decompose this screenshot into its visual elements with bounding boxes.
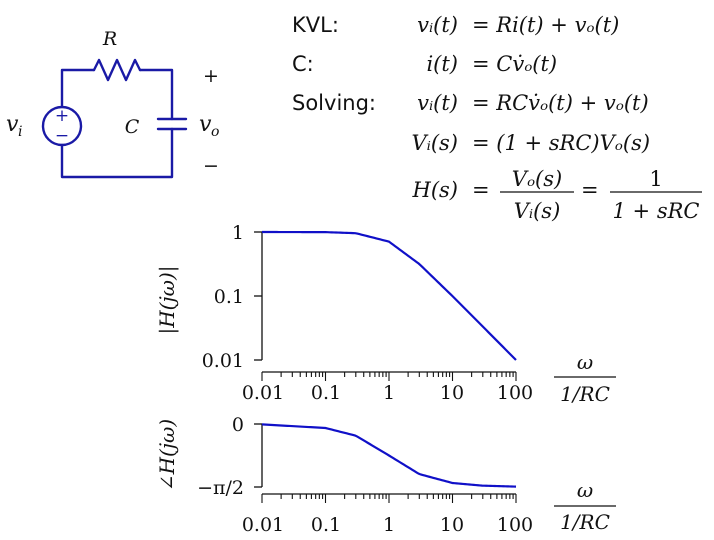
magnitude-x-unit: ω 1/RC bbox=[554, 350, 616, 406]
magnitude-xtick-label-100: 100 bbox=[497, 382, 533, 404]
voltage-source-circle bbox=[41, 105, 83, 147]
transfer-equals-1: = bbox=[472, 178, 490, 202]
magnitude-xtick-label-1: 1 bbox=[383, 382, 395, 404]
source-voltage-subscript: i bbox=[18, 124, 22, 140]
transfer-numerator-1: Vₒ(s) bbox=[512, 167, 562, 191]
magnitude-ytick-label-0.1: 0.1 bbox=[214, 286, 244, 308]
eq-row-3-rhs: = RCv̇ₒ(t) + vₒ(t) bbox=[472, 91, 649, 115]
source-minus-sign: − bbox=[55, 126, 69, 146]
transfer-function: H(s) = Vₒ(s) Vᵢ(s) = 1 1 + sRC bbox=[412, 167, 702, 223]
eq-row-2-rhs: = Cv̇ₒ(t) bbox=[472, 52, 557, 76]
phase-series-line bbox=[261, 423, 517, 488]
capacitor-label: C bbox=[125, 116, 140, 138]
magnitude-xtick-label-10: 10 bbox=[440, 382, 464, 404]
circuit-top-left-wire bbox=[60, 68, 96, 109]
phase-x-ticks bbox=[261, 494, 517, 503]
magnitude-x-ticks bbox=[261, 372, 517, 381]
magnitude-y-ticks: 1 0.1 0.01 bbox=[202, 222, 262, 372]
circuit-bottom-wire bbox=[60, 127, 174, 179]
eq-row-1-lhs: vᵢ(t) bbox=[417, 13, 458, 37]
eq-row-3-lhs: vᵢ(t) bbox=[417, 91, 458, 115]
source-voltage-symbol: v bbox=[6, 112, 19, 137]
phase-xtick-label-0.1: 0.1 bbox=[311, 514, 341, 536]
transfer-numerator-2: 1 bbox=[649, 167, 662, 191]
phase-x-unit: ω 1/RC bbox=[554, 478, 616, 534]
magnitude-ytick-label-1: 1 bbox=[232, 222, 244, 244]
transfer-denominator-1: Vᵢ(s) bbox=[514, 199, 561, 223]
phase-xtick-label-1: 1 bbox=[383, 514, 395, 536]
magnitude-xtick-label-0.01: 0.01 bbox=[242, 382, 284, 404]
resistor-zigzag bbox=[92, 58, 142, 82]
output-minus-sign: − bbox=[203, 155, 219, 177]
phase-x-tick-labels: 0.01 0.1 1 10 100 bbox=[242, 514, 533, 536]
phase-xtick-label-10: 10 bbox=[440, 514, 464, 536]
magnitude-ylabel: |H(jω)| bbox=[155, 265, 180, 334]
eq-row-1-rhs: = Ri(t) + vₒ(t) bbox=[472, 13, 619, 37]
phase-xtick-label-0.01: 0.01 bbox=[242, 514, 284, 536]
magnitude-xtick-label-0.1: 0.1 bbox=[311, 382, 341, 404]
phase-ytick-label-minus-pi-2: −π/2 bbox=[197, 477, 244, 499]
phase-xunit-den: 1/RC bbox=[560, 510, 610, 534]
phase-xunit-num: ω bbox=[577, 478, 593, 502]
magnitude-ytick-label-0.01: 0.01 bbox=[202, 350, 244, 372]
phase-ytick-label-0: 0 bbox=[232, 414, 244, 436]
circuit-top-right-wire bbox=[138, 68, 174, 121]
transfer-denominator-2: 1 + sRC bbox=[613, 199, 700, 223]
phase-ylabel: ∠H(jω) bbox=[155, 419, 179, 491]
output-voltage-subscript: o bbox=[211, 124, 219, 140]
magnitude-xunit-num: ω bbox=[577, 350, 593, 374]
source-plus-sign: + bbox=[55, 106, 69, 126]
eq-row-4-lhs: Vᵢ(s) bbox=[411, 131, 458, 155]
eq-row-2-lhs: i(t) bbox=[426, 52, 458, 76]
phase-plot: ∠H(jω) 0 −π/2 0.01 0.1 1 10 100 ω 1/RC bbox=[155, 414, 616, 536]
eq-row-4-rhs: = (1 + sRC)Vₒ(s) bbox=[472, 131, 650, 155]
transfer-equals-2: = bbox=[581, 178, 599, 202]
rc-circuit: + − R C v i + v o − bbox=[6, 28, 219, 179]
kvl-label: KVL: bbox=[292, 13, 339, 37]
source-voltage-label: v i bbox=[6, 112, 22, 140]
transfer-lhs: H(s) bbox=[412, 178, 458, 202]
magnitude-xunit-den: 1/RC bbox=[560, 382, 610, 406]
output-voltage-symbol: v bbox=[199, 112, 212, 137]
output-voltage-label: v o bbox=[199, 112, 219, 140]
magnitude-series-line bbox=[262, 230, 517, 361]
c-label: C: bbox=[292, 52, 314, 76]
phase-xtick-label-100: 100 bbox=[497, 514, 533, 536]
equations-block: KVL: C: Solving: vᵢ(t) = Ri(t) + vₒ(t) i… bbox=[292, 13, 702, 223]
output-plus-sign: + bbox=[203, 65, 219, 87]
magnitude-x-tick-labels: 0.01 0.1 1 10 100 bbox=[242, 382, 533, 404]
solving-label: Solving: bbox=[292, 91, 376, 115]
magnitude-plot: |H(jω)| 1 0.1 0.01 0.01 0.1 1 10 100 ω 1… bbox=[155, 222, 616, 406]
resistor-label: R bbox=[102, 28, 117, 50]
